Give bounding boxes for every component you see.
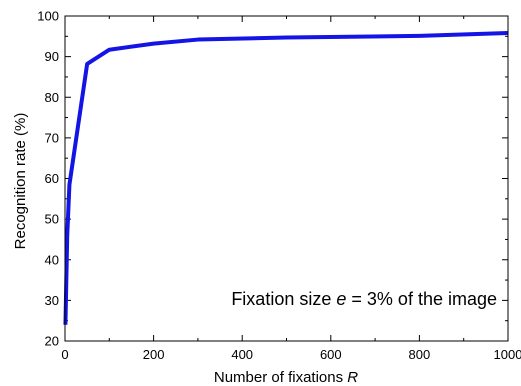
y-tick-label: 20 [45,334,59,349]
annotation-suffix: = 3% of the image [351,289,497,309]
y-tick-label: 60 [45,171,59,186]
y-tick-label: 50 [45,212,59,227]
x-tick-label: 0 [61,347,68,362]
y-tick-label: 90 [45,49,59,64]
tick-labels: 0 200 400 600 800 1000 20 30 40 50 60 70 80 90 100 [37,9,521,363]
series-layer [63,31,509,325]
x-axis-label-text: Number of fixations [214,369,343,386]
x-tick-label: 600 [320,347,342,362]
x-axis-label: Number of fixations R [214,369,358,386]
annotation: Fixation size e = 3% of the image [231,289,497,309]
y-tick-label: 100 [37,9,59,24]
annotation-prefix: Fixation size [231,289,331,309]
y-tick-label: 30 [45,293,59,308]
annotation-variable: e [336,289,346,309]
x-tick-label: 200 [143,347,165,362]
x-tick-label: 1000 [494,347,521,362]
x-axis-label-variable: R [347,369,358,386]
x-tick-label: 800 [409,347,431,362]
y-axis-label: Recognition rate (%) [12,113,29,250]
series-line-0 [63,31,509,325]
x-tick-label: 400 [231,347,253,362]
y-tick-label: 70 [45,130,59,145]
plot-frame [64,15,509,342]
y-tick-label: 80 [45,90,59,105]
y-tick-label: 40 [45,252,59,267]
